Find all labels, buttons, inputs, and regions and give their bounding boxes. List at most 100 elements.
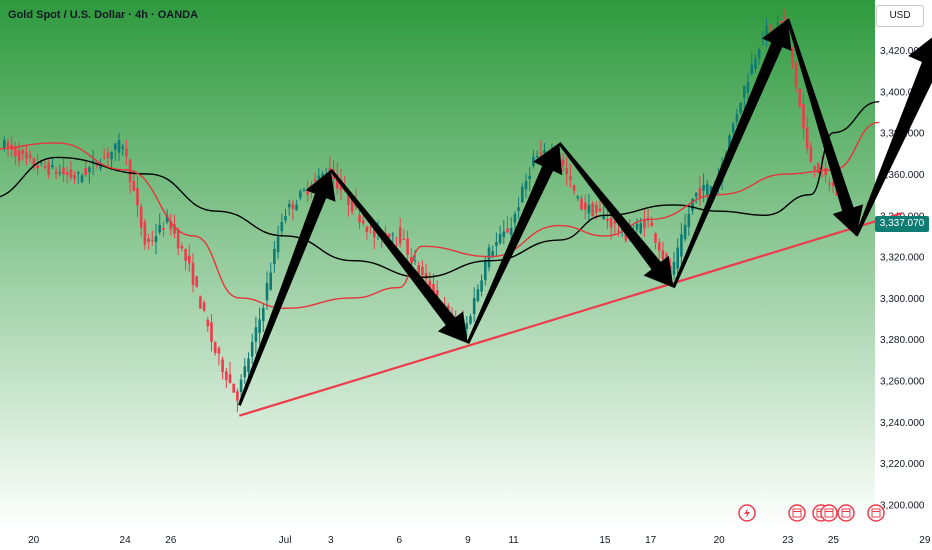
candle-body: [487, 247, 491, 268]
calendar-event-icon[interactable]: [837, 504, 855, 522]
candle-body: [424, 273, 428, 280]
candle-body: [831, 182, 835, 187]
candle-body: [369, 226, 372, 228]
price-tick-label: 3,260.000: [880, 377, 925, 388]
candle-body: [524, 181, 528, 190]
candle-body: [706, 184, 709, 195]
candle-body: [691, 198, 694, 211]
price-tick-label: 3,400.000: [880, 87, 925, 98]
candle-body: [258, 319, 261, 333]
time-axis-panel[interactable]: [0, 528, 932, 550]
candle-body: [539, 152, 543, 155]
candle-body: [572, 185, 576, 191]
trend-arrow: [237, 169, 336, 406]
candle-body: [687, 213, 691, 227]
trend-arrow: [558, 142, 674, 288]
candle-body: [69, 169, 73, 178]
currency-button[interactable]: USD: [876, 5, 924, 27]
candle-body: [802, 103, 805, 129]
candle-body: [791, 47, 794, 63]
trend-arrow: [466, 142, 563, 344]
candle-body: [828, 183, 831, 185]
candle-body: [247, 358, 250, 373]
candle-body: [754, 58, 757, 69]
price-tick-label: 3,200.000: [880, 501, 925, 512]
candle-body: [757, 49, 761, 59]
candle-body: [295, 204, 298, 211]
candle-body: [132, 181, 136, 191]
candle-body: [635, 223, 639, 230]
candle-body: [746, 81, 750, 93]
candle-body: [221, 359, 224, 372]
candle-body: [391, 234, 395, 236]
time-tick-label: Jul: [279, 535, 292, 546]
price-tick-label: 3,300.000: [880, 294, 925, 305]
candle-body: [99, 166, 102, 169]
candle-body: [480, 280, 483, 292]
candle-body: [624, 231, 628, 241]
candle-body: [84, 168, 87, 175]
price-tick-label: 3,420.000: [880, 46, 925, 57]
candle-body: [254, 327, 258, 342]
candle-body: [398, 227, 402, 244]
candle-body: [250, 341, 254, 357]
candle-body: [502, 231, 506, 238]
candle-body: [202, 302, 206, 311]
candle-body: [680, 234, 683, 257]
candle-body: [609, 218, 613, 228]
candle-body: [54, 171, 58, 175]
candle-body: [421, 266, 424, 275]
candle-body: [299, 191, 302, 198]
time-tick-label: 24: [120, 535, 132, 546]
candle-body: [114, 143, 117, 150]
candle-body: [173, 224, 176, 234]
candle-body: [676, 247, 679, 269]
candle-body: [77, 172, 80, 174]
candle-body: [731, 123, 735, 133]
candle-body: [280, 221, 284, 232]
trend-arrow: [854, 37, 932, 237]
time-tick-label: 9: [465, 535, 471, 546]
candle-body: [484, 260, 487, 280]
candle-body: [728, 135, 731, 154]
trend-arrow: [786, 18, 864, 236]
time-tick-label: 23: [782, 535, 794, 546]
candle-body: [232, 383, 235, 393]
candle-body: [88, 167, 91, 172]
candle-body: [32, 158, 36, 167]
candle-body: [406, 238, 409, 255]
candle-body: [739, 102, 742, 113]
candle-body: [535, 156, 539, 158]
candle-body: [583, 202, 587, 210]
candle-body: [365, 226, 369, 232]
candle-body: [565, 168, 568, 175]
lightning-event-icon[interactable]: [738, 504, 756, 522]
candle-body: [143, 221, 147, 245]
candle-body: [694, 192, 698, 197]
candle-body: [184, 249, 187, 261]
candle-body: [561, 159, 565, 166]
fast-moving-average-line: [0, 121, 880, 309]
candle-body: [284, 216, 287, 221]
candle-body: [162, 227, 165, 230]
calendar-event-icon[interactable]: [867, 504, 885, 522]
candle-body: [447, 305, 450, 310]
candle-body: [47, 162, 50, 175]
time-tick-label: 25: [828, 535, 840, 546]
chart-background: [0, 0, 875, 528]
candle-body: [6, 142, 10, 148]
candle-body: [21, 150, 25, 155]
candle-body: [213, 342, 217, 353]
time-tick-label: 29: [919, 535, 931, 546]
candle-body: [768, 25, 772, 27]
candle-body: [672, 262, 676, 275]
candle-body: [136, 188, 139, 206]
candle-body: [765, 26, 768, 38]
calendar-event-icon[interactable]: [788, 504, 806, 522]
time-tick-label: 20: [714, 535, 726, 546]
candle-body: [225, 371, 228, 381]
candle-body: [106, 152, 110, 158]
calendar-event-icon[interactable]: [820, 504, 838, 522]
